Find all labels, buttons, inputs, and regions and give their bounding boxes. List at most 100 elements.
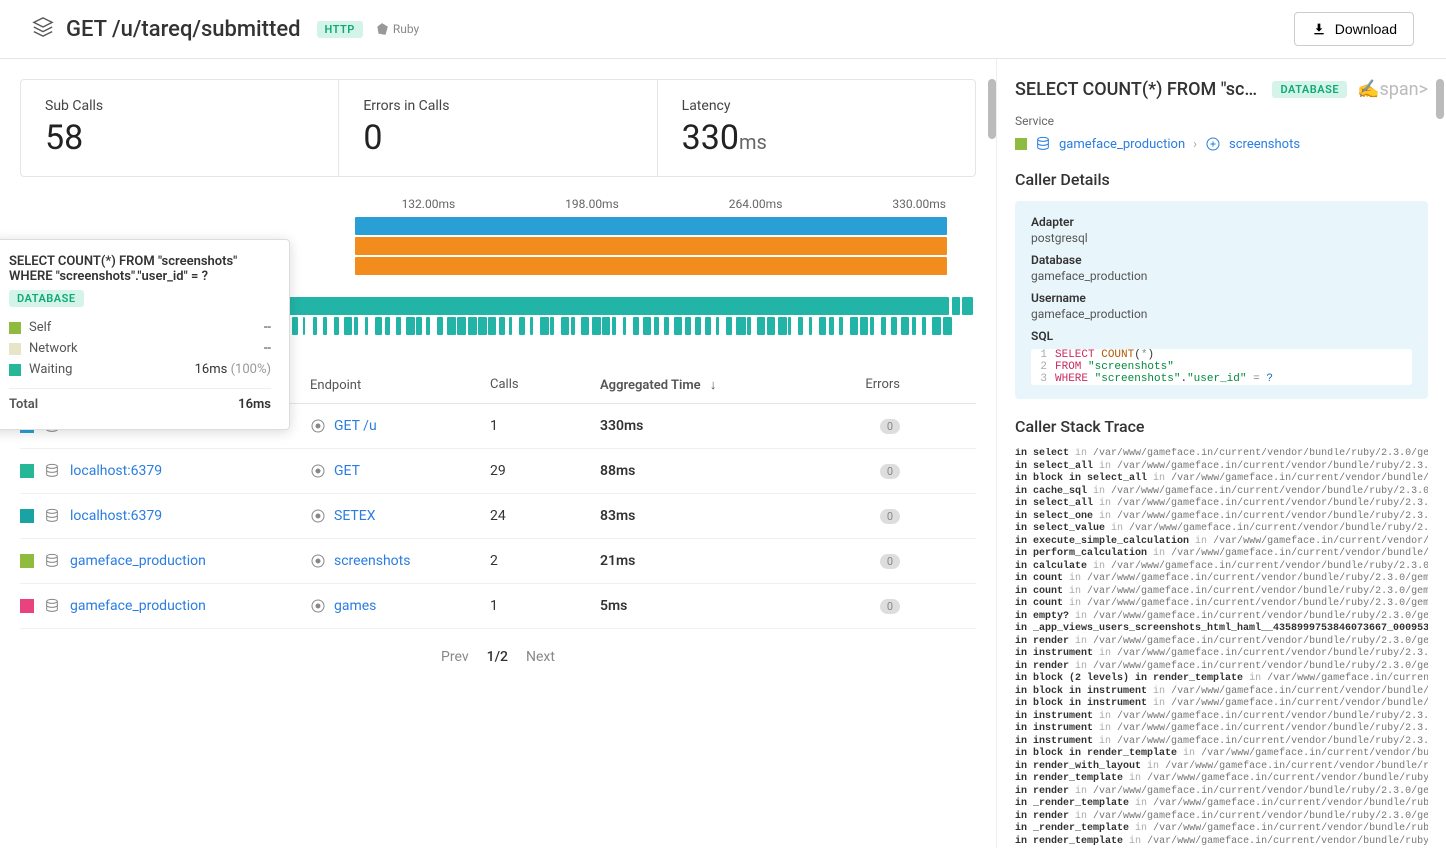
table-row[interactable]: gameface_productiongames15ms0 <box>20 584 976 629</box>
span-bar[interactable] <box>736 317 745 335</box>
span-bar[interactable] <box>426 317 429 335</box>
span-bar[interactable] <box>891 317 897 335</box>
span-bar[interactable] <box>716 317 720 335</box>
span-bar[interactable] <box>354 317 358 335</box>
service-link[interactable]: gameface_production <box>70 553 206 569</box>
span-bar[interactable] <box>962 297 973 315</box>
span-bar[interactable] <box>334 317 340 335</box>
table-row[interactable]: localhost:6379SETEX2483ms0 <box>20 494 976 539</box>
span-bar[interactable] <box>292 317 298 335</box>
span-bar[interactable] <box>695 317 701 335</box>
crumb-table[interactable]: screenshots <box>1229 137 1300 152</box>
ruby-icon <box>375 22 389 36</box>
scrollbar[interactable] <box>1436 79 1444 119</box>
span-bar[interactable] <box>943 317 952 335</box>
span-bar[interactable] <box>488 317 496 335</box>
span-bar[interactable] <box>447 317 456 335</box>
endpoint-link[interactable]: screenshots <box>334 553 410 569</box>
span-bar[interactable] <box>685 317 691 335</box>
span-bar[interactable] <box>798 317 803 335</box>
waterfall-ticks: 132.00ms198.00ms264.00ms330.00ms <box>20 197 976 217</box>
endpoint-link[interactable]: GET <box>334 463 360 479</box>
pager-prev[interactable]: Prev <box>441 649 469 665</box>
span-bar[interactable] <box>416 317 422 335</box>
col-calls[interactable]: Calls <box>490 377 600 393</box>
span-bar[interactable] <box>932 317 940 335</box>
pager-next[interactable]: Next <box>526 649 555 665</box>
span-bar[interactable] <box>788 317 792 335</box>
span-bar[interactable] <box>344 317 352 335</box>
col-endpoint[interactable]: Endpoint <box>310 377 490 393</box>
table-row[interactable]: gameface_productionscreenshots221ms0 <box>20 539 976 584</box>
span-bar[interactable] <box>674 317 681 335</box>
span-bar[interactable] <box>509 317 512 335</box>
span-bar[interactable] <box>757 317 765 335</box>
span-bar[interactable] <box>912 317 916 335</box>
span-bar[interactable] <box>313 317 317 335</box>
span-bar[interactable] <box>365 317 369 335</box>
span-bar[interactable] <box>705 317 710 335</box>
span-bar[interactable] <box>726 317 732 335</box>
span-bar[interactable] <box>664 317 669 335</box>
span-bar[interactable] <box>592 317 601 335</box>
span-bar[interactable] <box>633 317 640 335</box>
span-bar[interactable] <box>499 317 505 335</box>
col-aggregated[interactable]: Aggregated Time ↓ <box>600 377 780 393</box>
span-bar[interactable] <box>530 317 533 335</box>
span-bar[interactable] <box>839 317 842 335</box>
span-bar[interactable] <box>602 317 610 335</box>
service-link[interactable]: gameface_production <box>70 598 206 614</box>
scrollbar[interactable] <box>988 79 996 139</box>
span-bar[interactable] <box>654 317 660 335</box>
crumb-database[interactable]: gameface_production <box>1059 137 1185 152</box>
endpoint-link[interactable]: SETEX <box>334 508 376 524</box>
span-bar[interactable] <box>468 317 477 335</box>
span-bar[interactable] <box>457 317 465 335</box>
span-bar[interactable] <box>952 297 960 315</box>
service-link[interactable]: localhost:6379 <box>70 508 162 524</box>
span-bar[interactable] <box>375 317 382 335</box>
span-bar[interactable] <box>881 317 886 335</box>
span-bar[interactable] <box>829 317 834 335</box>
span-bar[interactable] <box>819 317 827 335</box>
span-bar[interactable] <box>860 317 867 335</box>
span-bar[interactable] <box>540 317 549 335</box>
span-bar[interactable] <box>303 317 306 335</box>
endpoint-link[interactable]: GET /u <box>334 418 377 434</box>
span-bar[interactable] <box>478 317 487 335</box>
span-bar[interactable] <box>406 317 415 335</box>
span-bar[interactable] <box>519 317 525 335</box>
span-bar[interactable] <box>778 317 787 335</box>
span-bar[interactable] <box>922 317 926 335</box>
span-bar[interactable] <box>870 317 874 335</box>
span-bar[interactable] <box>643 317 651 335</box>
span-bar[interactable] <box>561 317 570 335</box>
span-bar[interactable] <box>437 317 444 335</box>
service-link[interactable]: localhost:6379 <box>70 463 162 479</box>
span-bar[interactable] <box>901 317 908 335</box>
span-bar[interactable] <box>612 317 616 335</box>
endpoint-link[interactable]: games <box>334 598 376 614</box>
col-errors[interactable]: Errors <box>780 377 900 393</box>
span-bar[interactable] <box>355 237 948 255</box>
span-bar[interactable] <box>571 317 575 335</box>
span-bar[interactable] <box>355 217 948 235</box>
span-bar[interactable] <box>581 317 589 335</box>
span-bar[interactable] <box>323 317 326 335</box>
span-bar[interactable] <box>623 317 626 335</box>
stack-frame: in select in /var/www/gameface.in/curren… <box>1015 448 1428 461</box>
span-bar[interactable] <box>767 317 775 335</box>
span-bar[interactable] <box>396 317 401 335</box>
span-bar[interactable] <box>550 317 554 335</box>
stack-frame: in empty? in /var/www/gameface.in/curren… <box>1015 611 1428 624</box>
span-bar[interactable] <box>355 257 948 275</box>
span-bar[interactable] <box>747 317 751 335</box>
span-popover: SELECT COUNT(*) FROM "screenshots" WHERE… <box>0 239 290 430</box>
span-bar[interactable] <box>385 317 390 335</box>
close-icon[interactable]: ✍span> <box>1357 79 1428 100</box>
span-bar[interactable]: render <box>232 297 949 315</box>
span-bar[interactable] <box>809 317 813 335</box>
table-row[interactable]: localhost:6379GET2988ms0 <box>20 449 976 494</box>
span-bar[interactable] <box>850 317 858 335</box>
download-button[interactable]: Download <box>1294 12 1414 46</box>
